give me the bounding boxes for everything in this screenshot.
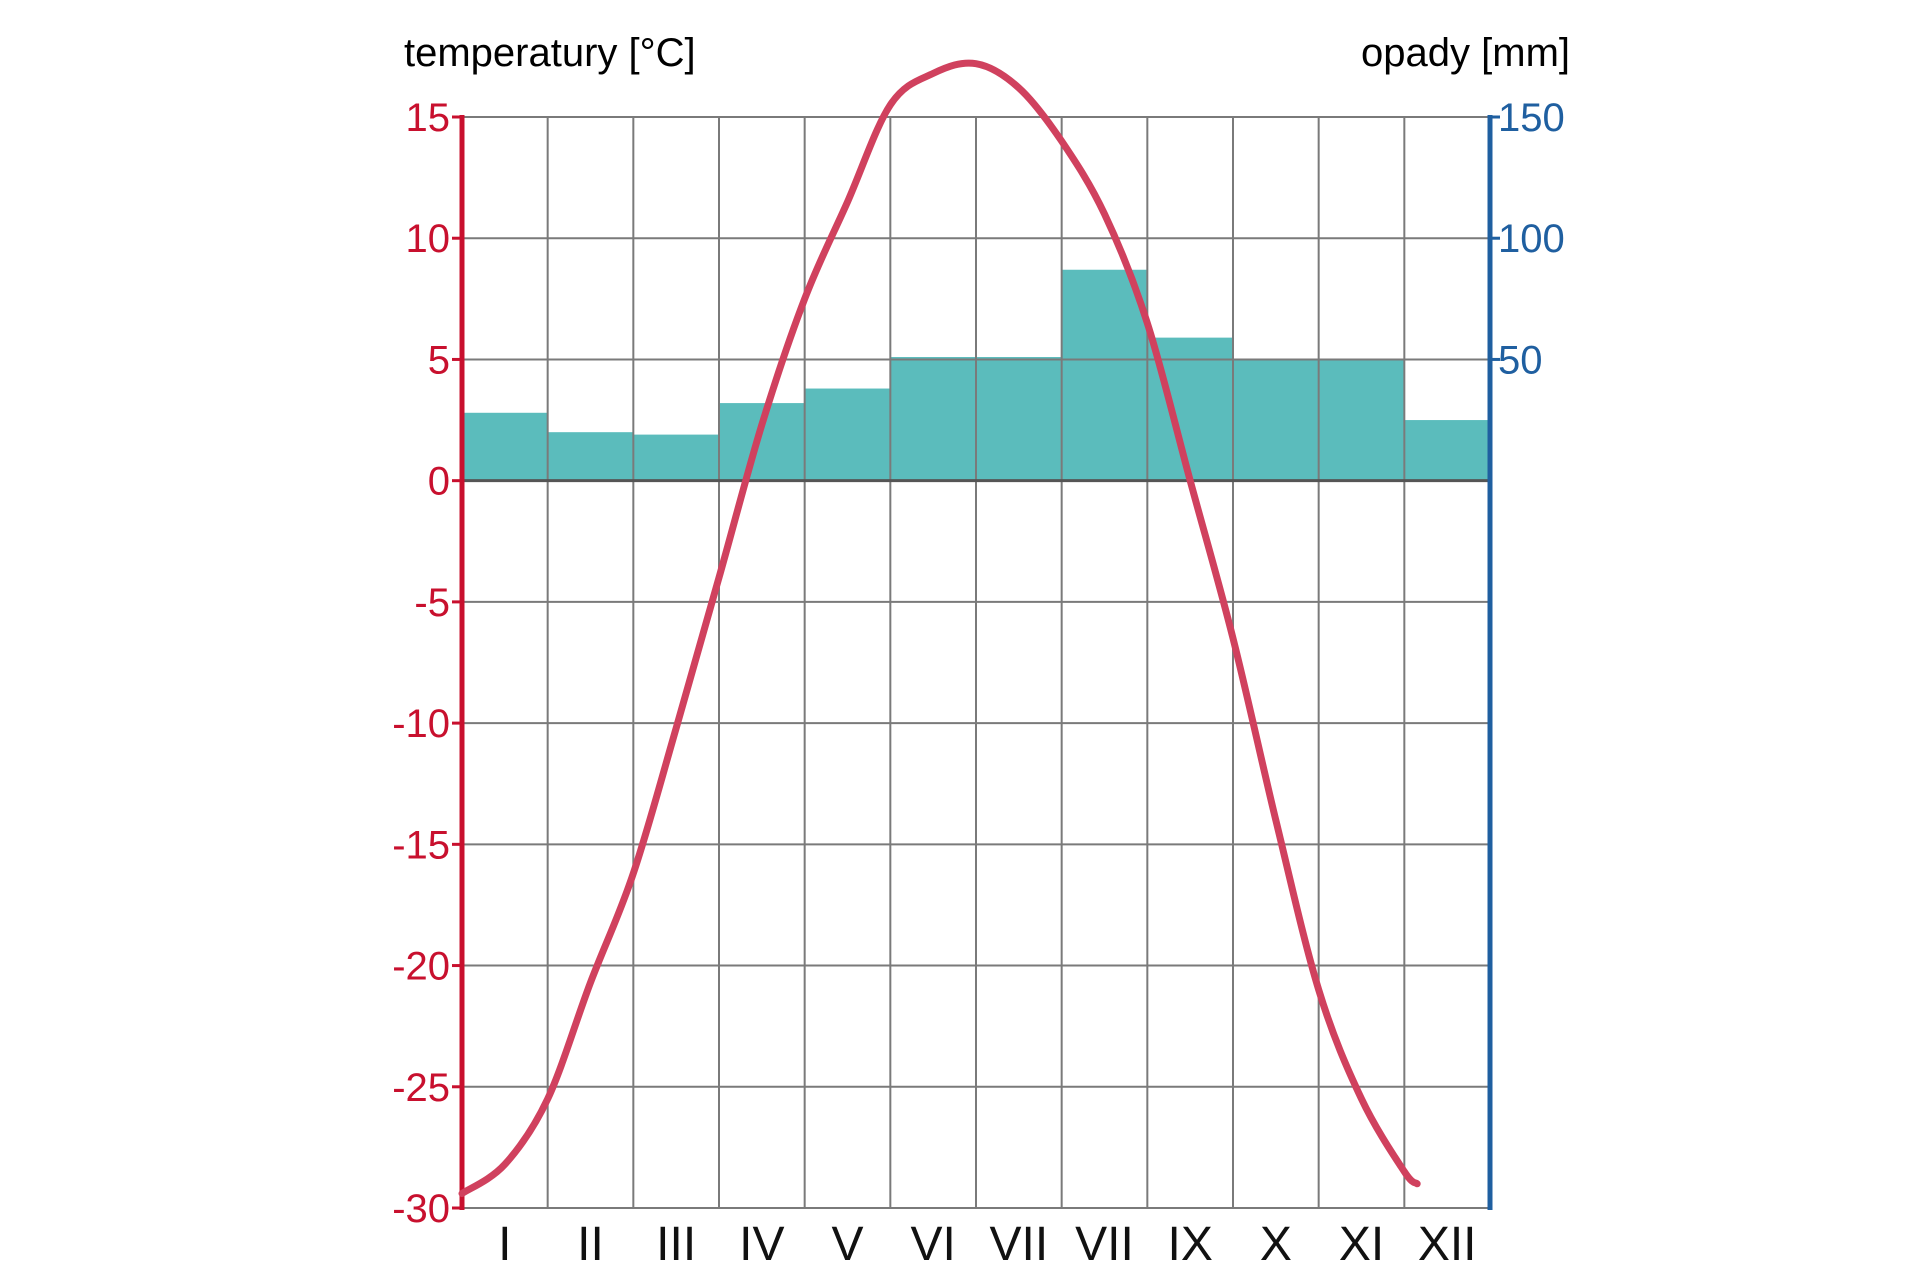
precip-bar-2 bbox=[547, 432, 634, 481]
precip-bar-6 bbox=[890, 357, 976, 481]
temperature-line bbox=[458, 59, 1421, 1197]
left-tick-label-1: 10 bbox=[406, 217, 451, 261]
precip-bar-12 bbox=[1404, 420, 1490, 481]
month-label-1: I bbox=[498, 1218, 511, 1271]
month-label-4: IV bbox=[739, 1218, 784, 1271]
month-label-6: VI bbox=[910, 1218, 955, 1271]
month-label-3: III bbox=[656, 1218, 696, 1271]
left-tick-label-8: -25 bbox=[392, 1066, 450, 1110]
precip-bar-7 bbox=[976, 357, 1062, 481]
temperature-line-layer bbox=[458, 59, 1421, 1197]
left-tick-label-7: -20 bbox=[392, 945, 450, 989]
right-tick-label-2: 50 bbox=[1498, 338, 1543, 382]
right-axis-title: opady [mm] bbox=[1361, 31, 1570, 75]
precip-bar-11 bbox=[1318, 359, 1405, 481]
grid bbox=[462, 116, 1490, 1209]
right-tick-label-1: 100 bbox=[1498, 217, 1565, 261]
month-label-10: X bbox=[1260, 1218, 1292, 1271]
left-tick-label-0: 15 bbox=[406, 96, 451, 140]
precip-bar-5 bbox=[804, 388, 891, 481]
right-tick-label-0: 150 bbox=[1498, 96, 1565, 140]
left-tick-label-4: -5 bbox=[414, 581, 450, 625]
month-label-9: IX bbox=[1167, 1218, 1212, 1271]
month-label-7: VII bbox=[989, 1218, 1048, 1271]
left-tick-label-5: -10 bbox=[392, 702, 450, 746]
month-label-12: XII bbox=[1418, 1218, 1477, 1271]
precipitation-bars bbox=[462, 269, 1490, 481]
left-tick-label-6: -15 bbox=[392, 823, 450, 867]
month-label-5: V bbox=[831, 1218, 863, 1271]
month-label-11: XI bbox=[1339, 1218, 1384, 1271]
left-tick-label-9: -30 bbox=[392, 1187, 450, 1231]
precip-bar-3 bbox=[633, 434, 719, 481]
precip-bar-10 bbox=[1233, 359, 1319, 481]
left-axis-title: temperatury [°C] bbox=[404, 31, 696, 75]
left-tick-label-2: 5 bbox=[428, 338, 450, 382]
left-tick-label-3: 0 bbox=[428, 460, 450, 504]
labels: temperatury [°C] opady [mm] 151050-5-10-… bbox=[392, 31, 1570, 1271]
precip-bar-8 bbox=[1061, 269, 1148, 481]
month-label-2: II bbox=[577, 1218, 604, 1271]
axes bbox=[452, 115, 1500, 1210]
month-label-8: VII bbox=[1075, 1218, 1134, 1271]
precip-bar-1 bbox=[462, 412, 548, 481]
